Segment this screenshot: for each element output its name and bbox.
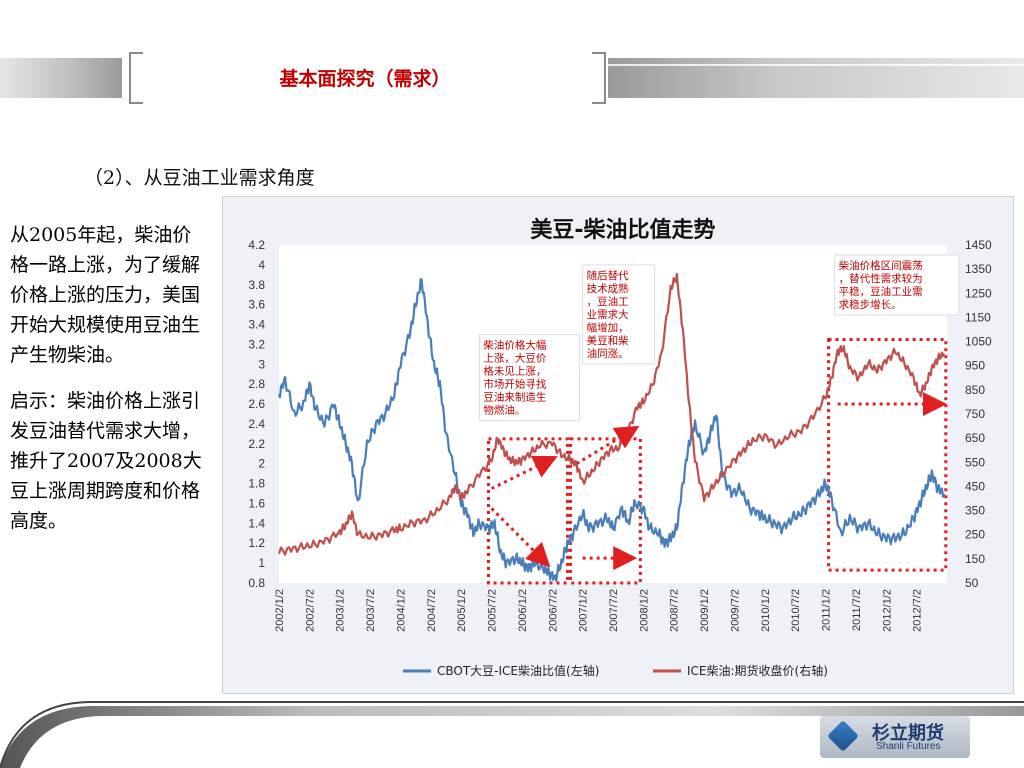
x-tick-label: 2010/1/2 bbox=[760, 589, 772, 632]
y-left-tick-label: 3.6 bbox=[248, 298, 265, 312]
chart-title: 美豆-柴油比值走势 bbox=[530, 217, 715, 243]
y-left-tick-label: 1.6 bbox=[248, 496, 265, 510]
annotation-text: 柴油价格区间震荡 bbox=[839, 259, 923, 272]
y-left-tick-label: 4 bbox=[258, 258, 265, 272]
y-right-tick-label: 650 bbox=[965, 431, 985, 445]
y-left-tick-label: 4.2 bbox=[248, 238, 265, 252]
y-left-tick-label: 2 bbox=[258, 457, 265, 471]
y-right-tick-label: 450 bbox=[965, 479, 985, 493]
x-tick-label: 2003/1/2 bbox=[335, 589, 347, 632]
y-right-tick-label: 550 bbox=[965, 455, 985, 469]
y-left-tick-label: 1.4 bbox=[248, 516, 265, 530]
annotation-text: 幅增加， bbox=[587, 321, 629, 334]
annotation-text: 油同涨。 bbox=[587, 347, 629, 360]
annotation-text: 市场开始寻找 bbox=[483, 377, 546, 390]
y-right-tick-label: 750 bbox=[965, 407, 985, 421]
annotation-text: ，替代性需求较为 bbox=[839, 272, 923, 285]
highlight-box-2011 bbox=[827, 337, 948, 572]
chart-panel: 0.8 1 1.2 1.4 1.6 1.8 2 2.2 2.4 2.6 2.8 3 3.2 3.4 3.6 3… bbox=[222, 196, 1014, 694]
y-right-tick-label: 1250 bbox=[965, 286, 992, 300]
series-line-ratio bbox=[277, 277, 946, 582]
y-left-tick-label: 2.8 bbox=[248, 377, 265, 391]
y-right-tick-label: 1050 bbox=[965, 335, 992, 349]
legend-label: CBOT大豆-ICE柴油比值(左轴) bbox=[437, 663, 599, 678]
y-right-tick-label: 350 bbox=[965, 504, 985, 518]
paragraph-1: 从2005年起，柴油价格一路上涨，为了缓解价格上涨的压力，美国开始大规模使用豆油… bbox=[10, 224, 201, 366]
trend-arrow bbox=[575, 425, 640, 465]
annotation-text: 美豆和柴 bbox=[587, 334, 629, 347]
header-stripe bbox=[608, 64, 1024, 66]
annotation-box bbox=[582, 264, 656, 365]
trend-arrow bbox=[490, 507, 551, 568]
x-tick-label: 2002/7/2 bbox=[304, 589, 316, 632]
y-left-tick-label: 1.2 bbox=[248, 536, 265, 550]
y-left-tick-label: 2.4 bbox=[248, 417, 265, 431]
footer-decoration bbox=[0, 701, 1024, 768]
company-logo: 杉立期货 Shanli Futures bbox=[820, 716, 970, 758]
chart-svg: 0.8 1 1.2 1.4 1.6 1.8 2 2.2 2.4 2.6 2.8 3 3.2 3.4 3.6 3… bbox=[248, 217, 992, 678]
slide-title: 基本面探究（需求） bbox=[279, 68, 451, 90]
paragraph-2: 启示：柴油价格上涨引发豆油替代需求大增，推升了2007及2008大豆上涨周期跨度… bbox=[10, 390, 202, 532]
legend-label: ICE柴油:期货收盘价(右轴) bbox=[687, 663, 828, 678]
annotation-text: 物燃油。 bbox=[483, 403, 525, 416]
annotation-box bbox=[478, 333, 580, 421]
annotation-box bbox=[834, 254, 960, 316]
y-left-tick-label: 1 bbox=[258, 556, 265, 570]
y-right-tick-label: 950 bbox=[965, 359, 985, 373]
x-tick-label: 2002/1/2 bbox=[274, 589, 286, 632]
y-right-tick-label: 150 bbox=[965, 552, 985, 566]
x-tick-label: 2011/7/2 bbox=[851, 589, 863, 631]
x-tick-label: 2009/1/2 bbox=[699, 589, 711, 632]
y-left-tick-label: 0.8 bbox=[248, 576, 265, 590]
x-tick-label: 2005/7/2 bbox=[487, 589, 499, 632]
y-left-tick-label: 3.8 bbox=[248, 278, 265, 292]
x-tick-label: 2008/7/2 bbox=[669, 589, 681, 632]
annotation-text: 柴油价格大幅 bbox=[483, 338, 546, 351]
y-left-tick-label: 2.6 bbox=[248, 397, 265, 411]
x-tick-label: 2007/1/2 bbox=[578, 589, 590, 632]
trend-arrow bbox=[490, 455, 558, 490]
x-tick-label: 2010/7/2 bbox=[790, 589, 802, 632]
y-right-tick-label: 1450 bbox=[965, 238, 992, 252]
logo-mark-icon bbox=[827, 720, 859, 752]
annotation-text: 平稳，豆油工业需 bbox=[839, 285, 923, 298]
y-right-tick-label: 1150 bbox=[965, 310, 991, 324]
slide-subtitle: （2）、从豆油工业需求角度 bbox=[84, 167, 315, 189]
header-bar-left bbox=[0, 58, 122, 98]
y-left-tick-label: 3 bbox=[258, 357, 265, 371]
annotation-text: 技术成熟 bbox=[587, 282, 629, 295]
annotation-text: 上涨，大豆价 bbox=[483, 351, 546, 364]
annotation-text: 豆油来制造生 bbox=[483, 390, 546, 403]
x-tick-label: 2004/7/2 bbox=[426, 589, 438, 632]
annotation-text: 随后替代 bbox=[587, 269, 629, 282]
title-bracket-left bbox=[129, 52, 143, 104]
annotation-text: 求稳步增长。 bbox=[839, 298, 902, 311]
annotation-text: 业需求大 bbox=[587, 308, 629, 321]
annotation-text: 格未见上涨， bbox=[483, 364, 546, 377]
title-bracket-right bbox=[592, 52, 606, 104]
y-right-tick-label: 50 bbox=[965, 576, 979, 590]
x-tick-label: 2012/7/2 bbox=[912, 589, 924, 632]
annotation-text: ，豆油工 bbox=[587, 295, 629, 308]
x-tick-label: 2009/7/2 bbox=[729, 589, 741, 632]
y-left-tick-label: 3.4 bbox=[248, 318, 265, 332]
x-tick-label: 2004/1/2 bbox=[395, 589, 407, 632]
x-tick-label: 2007/7/2 bbox=[608, 589, 620, 632]
logo-name-en: Shanli Futures bbox=[876, 741, 941, 752]
x-tick-label: 2012/1/2 bbox=[881, 589, 893, 632]
x-tick-label: 2005/1/2 bbox=[456, 589, 468, 632]
y-left-tick-label: 3.2 bbox=[248, 337, 265, 351]
y-right-tick-label: 850 bbox=[965, 383, 985, 397]
y-left-tick-label: 1.8 bbox=[248, 477, 265, 491]
x-tick-label: 2008/1/2 bbox=[638, 589, 650, 632]
x-tick-label: 2003/7/2 bbox=[365, 589, 377, 632]
x-tick-label: 2006/7/2 bbox=[547, 589, 559, 632]
x-tick-label: 2006/1/2 bbox=[517, 589, 529, 632]
y-right-tick-label: 250 bbox=[965, 528, 985, 542]
y-left-tick-label: 2.2 bbox=[248, 437, 265, 451]
body-text: 从2005年起，柴油价格一路上涨，为了缓解价格上涨的压力，美国开始大规模使用豆油… bbox=[10, 220, 208, 552]
y-right-tick-label: 1350 bbox=[965, 262, 992, 276]
x-tick-label: 2011/1/2 bbox=[821, 589, 833, 631]
logo-name-cn: 杉立期货 bbox=[872, 723, 944, 744]
